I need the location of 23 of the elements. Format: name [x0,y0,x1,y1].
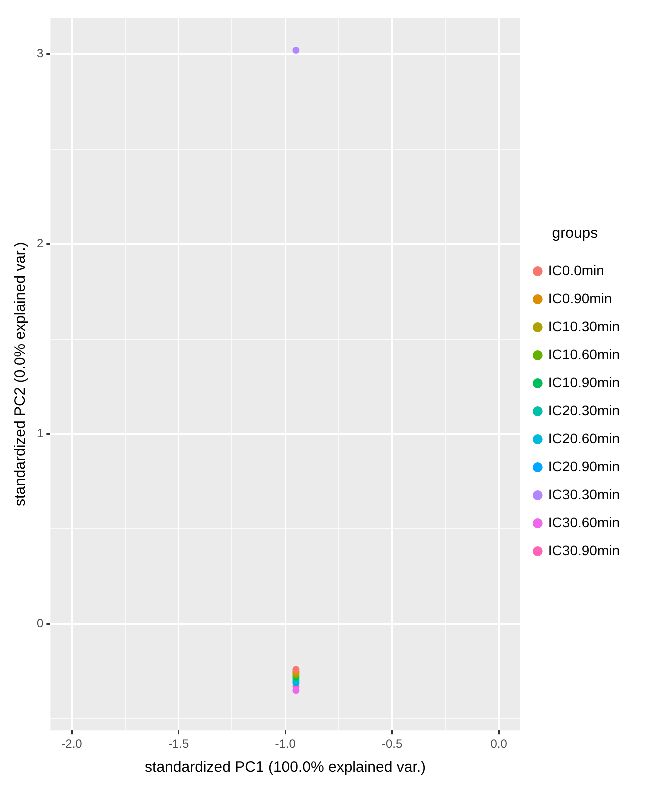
legend-label: IC30.60min [548,514,620,530]
x-tick-label: -2.0 [62,737,83,752]
y-axis-title: standardized PC2 (0.0% explained var.) [12,242,30,507]
legend-label: IC0.0min [548,262,604,278]
x-tick-label: -1.5 [168,737,190,752]
y-tick-label: 1 [36,426,44,441]
legend-label: IC10.60min [548,346,620,362]
legend-title: groups [552,225,598,242]
y-tick-label: 2 [36,236,44,251]
legend-label: IC20.90min [548,458,620,474]
legend-label: IC10.90min [548,374,620,390]
legend-label: IC20.30min [548,402,620,418]
x-axis-title: standardized PC1 (100.0% explained var.) [145,759,426,776]
y-tick-label: 3 [36,46,44,61]
legend-label: IC30.90min [548,542,620,558]
y-tick-label: 0 [36,616,44,631]
legend-label: IC0.90min [548,290,612,306]
x-tick-label: -0.5 [382,737,403,752]
x-tick-label: 0.0 [490,737,508,752]
legend-label: IC10.30min [548,318,620,334]
legend-label: IC20.60min [548,430,620,446]
x-tick-label: -1.0 [275,737,296,752]
legend-label: IC30.30min [548,486,620,502]
